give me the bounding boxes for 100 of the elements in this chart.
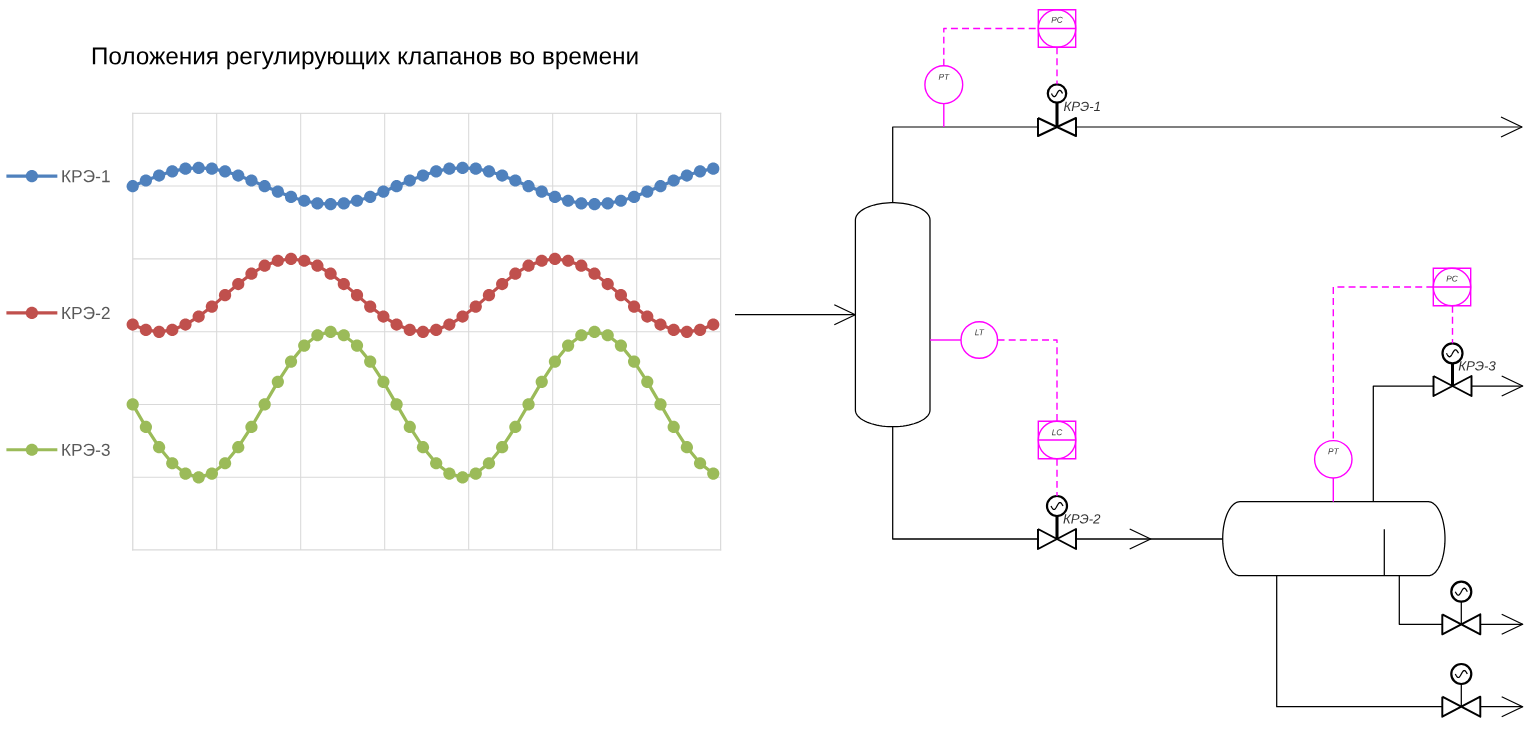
- point: [337, 277, 350, 291]
- point: [548, 355, 562, 368]
- point: [535, 254, 548, 267]
- point: [232, 441, 245, 454]
- text: LT: [975, 329, 985, 336]
- point: [232, 169, 245, 182]
- text: КРЭ-1: [1063, 101, 1100, 112]
- point: [126, 180, 139, 193]
- point: [179, 318, 192, 331]
- point: [139, 174, 153, 187]
- point: [364, 300, 377, 313]
- point: [522, 180, 535, 193]
- point: [575, 197, 588, 210]
- point: [627, 300, 641, 313]
- text: PC: [1051, 16, 1063, 23]
- point: [535, 375, 548, 388]
- point: [456, 471, 469, 484]
- point: [601, 329, 614, 342]
- point: [350, 289, 364, 302]
- point: [416, 441, 430, 454]
- point: [601, 197, 614, 210]
- point: [377, 375, 390, 388]
- text: LC: [1051, 429, 1063, 436]
- chart-title: Положения регулирующих клапанов во времени: [92, 47, 638, 70]
- point: [588, 325, 601, 338]
- point: [192, 310, 205, 323]
- point: [126, 398, 139, 411]
- point: [245, 174, 258, 187]
- point: [601, 277, 614, 291]
- point: [311, 329, 324, 342]
- point: [575, 329, 588, 342]
- point: [232, 277, 245, 291]
- point: [654, 318, 667, 331]
- point: [324, 325, 337, 338]
- point: [324, 267, 337, 280]
- point: [166, 323, 179, 337]
- point: [126, 318, 139, 331]
- point: [482, 457, 496, 470]
- point: [496, 277, 509, 291]
- point: [509, 267, 522, 280]
- point: [152, 441, 166, 454]
- point: [298, 339, 311, 352]
- text: PT: [1328, 448, 1340, 455]
- point: [390, 180, 403, 193]
- point: [627, 355, 641, 368]
- point: [588, 198, 601, 211]
- point: [218, 457, 232, 470]
- point: [469, 467, 482, 480]
- point: [562, 254, 575, 267]
- point: [364, 190, 377, 204]
- point: [192, 161, 205, 174]
- point: [350, 194, 364, 207]
- point: [548, 190, 562, 204]
- point: [430, 323, 443, 337]
- point: [166, 457, 179, 470]
- point: [390, 398, 403, 411]
- point: [298, 194, 311, 207]
- point: [218, 289, 232, 302]
- point: [377, 185, 390, 198]
- point: [271, 185, 284, 198]
- point: [284, 252, 298, 265]
- point: [667, 323, 680, 337]
- point: [548, 252, 562, 265]
- point: [654, 180, 667, 193]
- legend-label: КРЭ-3: [62, 443, 110, 456]
- point: [614, 339, 628, 352]
- point: [667, 420, 680, 434]
- point: [641, 375, 654, 388]
- point: [522, 259, 535, 272]
- point: [482, 165, 496, 178]
- point: [641, 185, 654, 198]
- point: [298, 254, 311, 267]
- point: [377, 310, 390, 323]
- point: [627, 190, 641, 204]
- point: [350, 339, 364, 352]
- point: [337, 197, 350, 210]
- legend-label: КРЭ-2: [62, 306, 110, 320]
- point: [430, 165, 443, 178]
- point: [271, 375, 284, 388]
- point: [535, 185, 548, 198]
- point: [614, 194, 628, 207]
- point: [311, 259, 324, 272]
- point: [390, 318, 403, 331]
- point: [562, 339, 575, 352]
- point: [456, 310, 469, 323]
- point: [707, 318, 720, 331]
- point: [588, 267, 601, 280]
- point: [680, 325, 693, 338]
- text: PC: [1446, 275, 1458, 282]
- point: [258, 259, 271, 272]
- point: [562, 194, 575, 207]
- point: [496, 169, 509, 182]
- point: [443, 467, 456, 480]
- point: [509, 420, 522, 434]
- point: [152, 325, 166, 338]
- point: [245, 420, 258, 434]
- point: [205, 162, 218, 175]
- point: [680, 169, 693, 182]
- text: КРЭ-2: [1063, 514, 1101, 524]
- point: [311, 197, 324, 210]
